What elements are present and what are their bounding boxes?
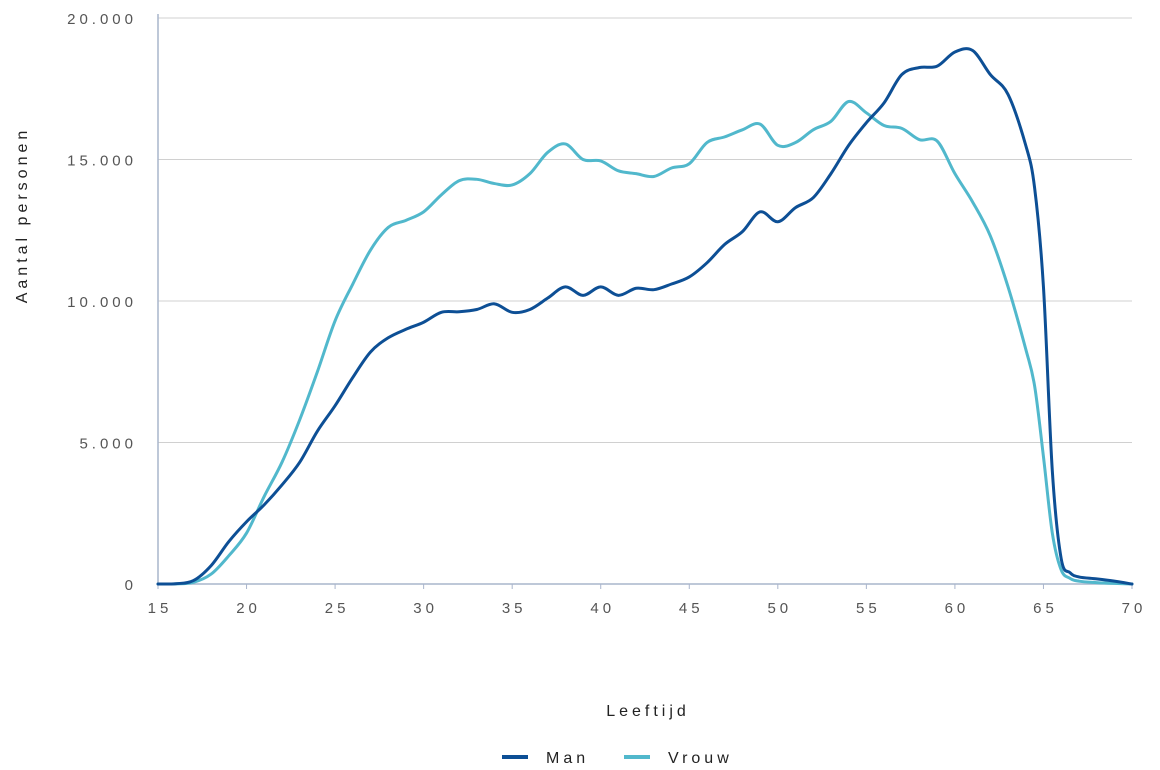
y-tick-label: 20.000 [67,11,137,28]
series-lines [156,47,1134,586]
x-tick-labels: 15 20 25 30 35 40 45 50 55 60 65 70 [148,600,1147,617]
x-tick-label: 55 [856,600,881,617]
x-tick-label: 70 [1122,600,1147,617]
series-line-vrouw[interactable] [156,99,1134,586]
x-tick-label: 15 [148,600,173,617]
x-tick-label: 65 [1033,600,1058,617]
x-tick-label: 35 [502,600,527,617]
y-tick-label: 0 [125,577,137,594]
y-tick-label: 10.000 [67,294,137,311]
legend-item-vrouw[interactable]: Vrouw [624,750,733,767]
legend-label-man: Man [546,750,589,767]
legend-item-man[interactable]: Man [502,750,589,767]
legend: Man Vrouw [502,750,733,767]
legend-label-vrouw: Vrouw [668,750,733,767]
x-tick-label: 40 [590,600,615,617]
grid-lines [158,17,1132,443]
y-tick-label: 5.000 [79,436,137,453]
x-tick-label: 60 [945,600,970,617]
y-tick-label: 15.000 [67,153,137,170]
y-tick-labels: 0 5.000 10.000 15.000 20.000 [67,11,137,594]
y-axis-title: Aantal personen [14,127,31,304]
x-tick-label: 25 [325,600,350,617]
series-line-man[interactable] [156,47,1134,586]
axes [157,14,1133,589]
x-tick-label: 30 [413,600,438,617]
x-tick-label: 20 [236,600,261,617]
x-axis-title: Leeftijd [606,703,690,720]
x-tick-label: 45 [679,600,704,617]
x-tick-label: 50 [767,600,792,617]
